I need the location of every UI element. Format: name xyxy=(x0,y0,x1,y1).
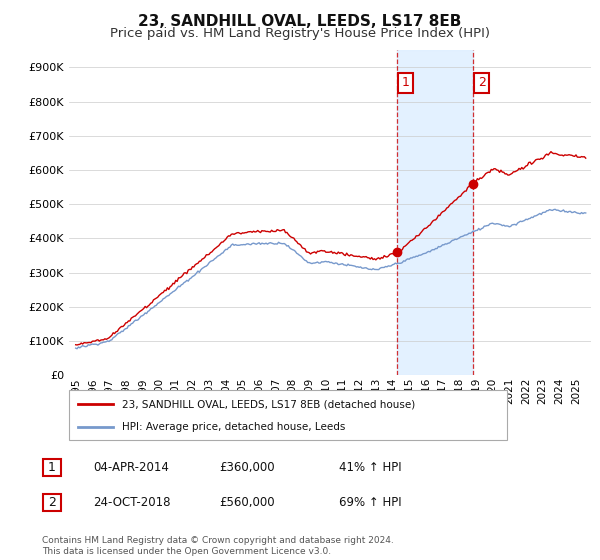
Text: 23, SANDHILL OVAL, LEEDS, LS17 8EB: 23, SANDHILL OVAL, LEEDS, LS17 8EB xyxy=(139,14,461,29)
Text: 24-OCT-2018: 24-OCT-2018 xyxy=(93,496,170,509)
FancyBboxPatch shape xyxy=(69,390,507,440)
Text: 41% ↑ HPI: 41% ↑ HPI xyxy=(339,461,401,474)
Text: 23, SANDHILL OVAL, LEEDS, LS17 8EB (detached house): 23, SANDHILL OVAL, LEEDS, LS17 8EB (deta… xyxy=(122,399,415,409)
Text: 2: 2 xyxy=(48,496,56,509)
Text: 04-APR-2014: 04-APR-2014 xyxy=(93,461,169,474)
Text: HPI: Average price, detached house, Leeds: HPI: Average price, detached house, Leed… xyxy=(122,422,345,432)
Text: 69% ↑ HPI: 69% ↑ HPI xyxy=(339,496,401,509)
Text: 2: 2 xyxy=(478,76,485,90)
Text: 1: 1 xyxy=(402,76,410,90)
Text: £560,000: £560,000 xyxy=(219,496,275,509)
Text: Contains HM Land Registry data © Crown copyright and database right 2024.
This d: Contains HM Land Registry data © Crown c… xyxy=(42,536,394,556)
Text: Price paid vs. HM Land Registry's House Price Index (HPI): Price paid vs. HM Land Registry's House … xyxy=(110,27,490,40)
Text: 1: 1 xyxy=(48,461,56,474)
Bar xyxy=(397,50,473,375)
FancyBboxPatch shape xyxy=(43,494,61,511)
Text: £360,000: £360,000 xyxy=(219,461,275,474)
FancyBboxPatch shape xyxy=(43,459,61,476)
